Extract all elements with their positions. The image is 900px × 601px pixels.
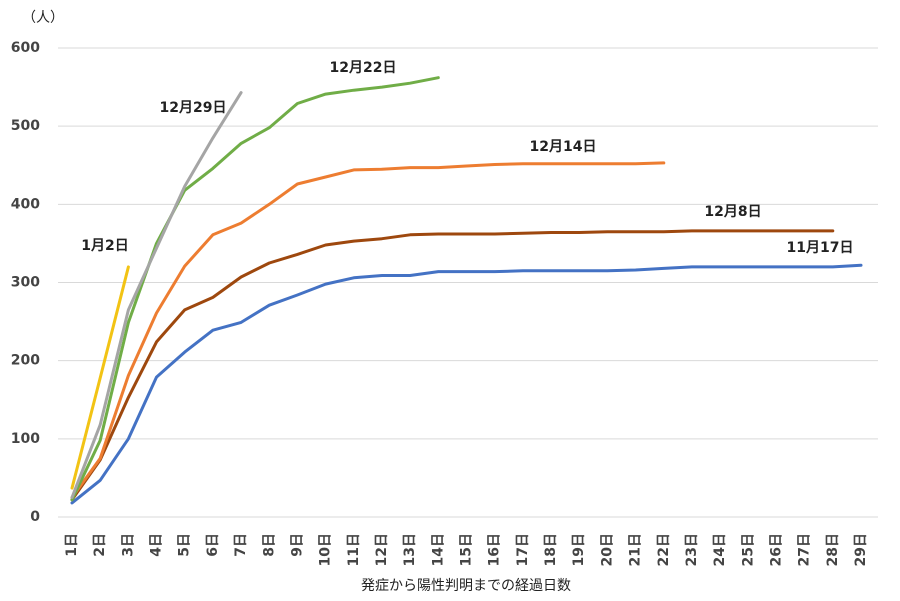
x-tick-label: 4日 <box>149 533 165 557</box>
x-tick-label: 7日 <box>233 533 249 557</box>
x-tick-label: 16日 <box>487 533 503 566</box>
series-line <box>70 265 130 490</box>
x-tick-label: 21日 <box>628 533 644 566</box>
x-tick-label: 28日 <box>825 533 841 566</box>
x-tick-label: 12日 <box>374 533 390 566</box>
x-tick-label: 18日 <box>543 533 559 566</box>
series-line <box>70 91 243 499</box>
series-label: 12月22日 <box>330 60 397 76</box>
x-tick-label: 20日 <box>599 533 615 566</box>
x-tick-label: 1日 <box>64 533 80 557</box>
x-tick-label: 6日 <box>205 533 221 557</box>
x-tick-label: 11日 <box>346 533 362 566</box>
y-tick-label: 400 <box>11 196 40 212</box>
x-tick-label: 17日 <box>515 533 531 566</box>
series-line <box>70 229 835 502</box>
series-line <box>70 263 863 505</box>
x-tick-label: 14日 <box>430 533 446 566</box>
series-line <box>70 161 666 499</box>
series-label: 12月8日 <box>704 204 761 220</box>
x-tick-label: 25日 <box>740 533 756 566</box>
x-tick-label: 2日 <box>92 533 108 557</box>
x-tick-label: 3日 <box>120 533 136 557</box>
y-axis-label: （人） <box>22 10 64 26</box>
x-axis-label: 発症から陽性判明までの経過日数 <box>361 578 571 594</box>
x-tick-label: 24日 <box>712 533 728 566</box>
x-tick-label: 27日 <box>797 533 813 566</box>
y-tick-label: 100 <box>11 431 40 447</box>
y-tick-label: 600 <box>11 40 40 56</box>
x-tick-label: 15日 <box>459 533 475 566</box>
x-tick-label: 9日 <box>289 533 305 557</box>
y-tick-label: 300 <box>11 275 40 291</box>
series-label: 12月14日 <box>530 139 597 155</box>
x-tick-label: 22日 <box>656 533 672 566</box>
x-tick-label: 8日 <box>261 533 277 557</box>
x-tick-label: 23日 <box>684 533 700 566</box>
y-tick-label: 500 <box>11 118 40 134</box>
x-tick-label: 10日 <box>318 533 334 566</box>
x-tick-label: 5日 <box>177 533 193 557</box>
series-label: 12月29日 <box>160 100 227 116</box>
y-tick-label: 200 <box>11 353 40 369</box>
x-tick-label: 26日 <box>768 533 784 566</box>
x-tick-label: 19日 <box>571 533 587 566</box>
series-label: 1月2日 <box>81 238 128 254</box>
x-tick-label: 13日 <box>402 533 418 566</box>
x-tick-label: 29日 <box>853 533 869 566</box>
series-label: 11月17日 <box>787 240 854 256</box>
series-line <box>70 76 440 502</box>
y-tick-label: 0 <box>30 509 40 525</box>
